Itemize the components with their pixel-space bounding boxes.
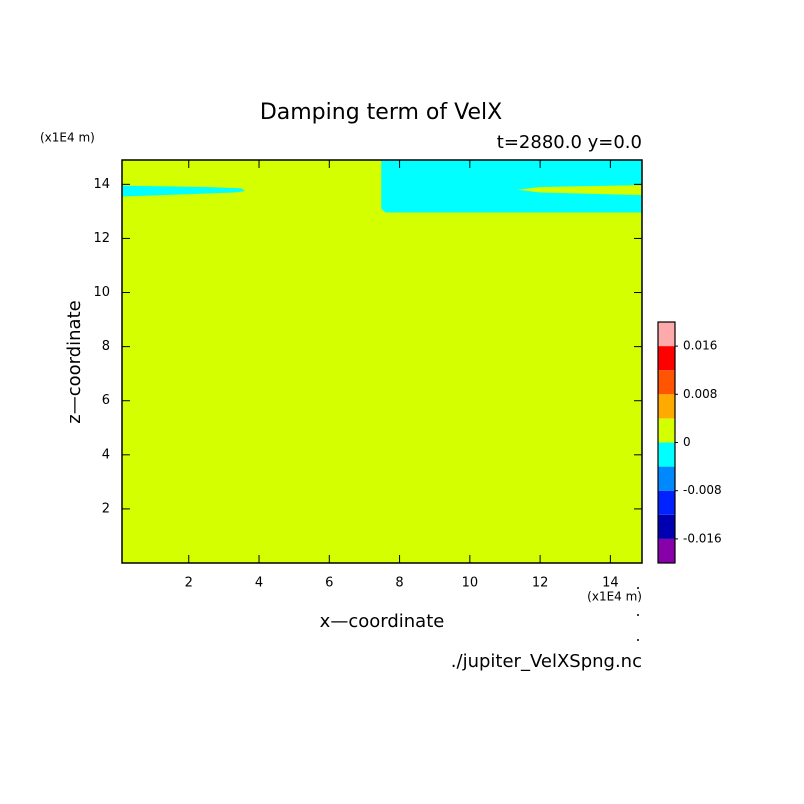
y-axis-label: z—coordinate — [64, 300, 85, 423]
contour-region — [122, 160, 642, 563]
x-tick-label: 8 — [395, 576, 403, 591]
colorbar-segment — [658, 370, 675, 395]
contour-region — [122, 185, 245, 197]
contour-region — [381, 160, 642, 213]
colorbar-segment — [658, 394, 675, 419]
colorbar-segment — [658, 442, 675, 467]
y-tick-label: 4 — [102, 447, 110, 462]
x-tick-label: 14 — [602, 576, 619, 591]
x-axis-label: x—coordinate — [320, 611, 445, 632]
colorbar-tick-label: -0.016 — [683, 531, 722, 545]
colorbar-tick-label: 0 — [683, 435, 691, 449]
contour-region — [517, 185, 642, 196]
x-tick-label: 4 — [255, 576, 263, 591]
dot — [637, 587, 639, 589]
y-tick-label: 10 — [93, 285, 110, 300]
y-unit: (x1E4 m) — [40, 131, 95, 145]
x-tick-label: 12 — [532, 576, 549, 591]
colorbar-segment — [658, 322, 675, 347]
x-tick-label: 6 — [325, 576, 333, 591]
x-tick-label: 2 — [185, 576, 193, 591]
y-tick-label: 2 — [102, 501, 110, 516]
colorbar-tick-label: 0.008 — [683, 387, 717, 401]
chart-title: Damping term of VelX — [260, 100, 502, 125]
colorbar-segment — [658, 514, 675, 539]
x-unit: (x1E4 m) — [587, 590, 642, 604]
colorbar-segment — [658, 418, 675, 443]
colorbar-tick-label: 0.016 — [683, 339, 717, 353]
dot — [637, 614, 639, 616]
source-file: ./jupiter_VelXSpng.nc — [451, 651, 642, 672]
y-tick-label: 8 — [102, 339, 110, 354]
colorbar-segment — [658, 538, 675, 563]
colorbar-segment — [658, 490, 675, 515]
y-tick-label: 14 — [93, 177, 110, 192]
y-tick-label: 12 — [93, 231, 110, 246]
dot — [637, 639, 639, 641]
colorbar-tick-label: -0.008 — [683, 483, 722, 497]
y-tick-label: 6 — [102, 393, 110, 408]
subtitle: t=2880.0 y=0.0 — [497, 132, 642, 153]
plot-frame — [121, 159, 643, 564]
x-tick-label: 10 — [462, 576, 479, 591]
colorbar-segment — [658, 466, 675, 491]
colorbar-segment — [658, 346, 675, 371]
